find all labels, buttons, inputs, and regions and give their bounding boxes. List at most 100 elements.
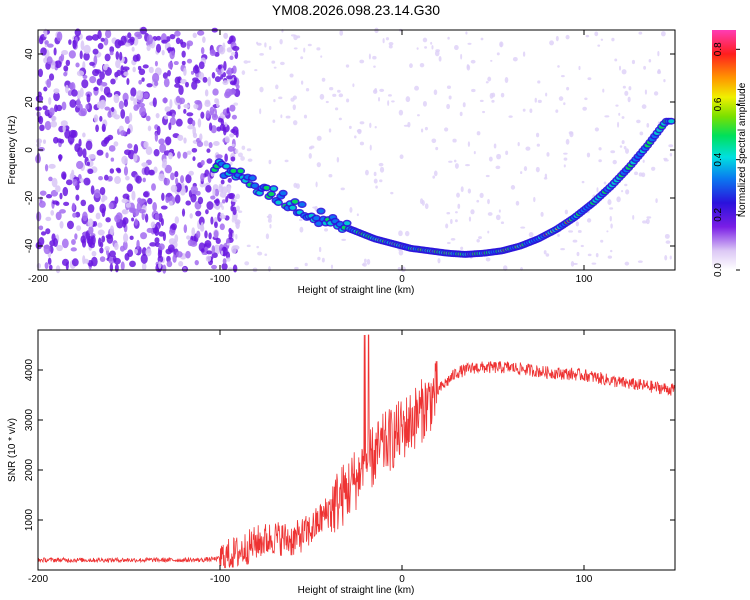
heatmap-noise-cell bbox=[445, 223, 449, 229]
heatmap-noise-cell bbox=[490, 59, 493, 62]
heatmap-noise-cell bbox=[93, 221, 98, 227]
heatmap-noise-cell bbox=[359, 121, 365, 125]
heatmap-noise-cell bbox=[136, 239, 140, 250]
heatmap-noise-cell bbox=[375, 185, 378, 189]
heatmap-noise-cell bbox=[279, 61, 285, 66]
snr-frame bbox=[37, 329, 676, 571]
heatmap-noise-cell bbox=[158, 173, 165, 182]
heatmap-noise-cell bbox=[39, 190, 47, 196]
heatmap-noise-cell bbox=[657, 50, 660, 57]
heatmap-noise-cell bbox=[206, 250, 213, 255]
heatmap-noise-cell bbox=[79, 178, 85, 183]
heatmap-noise-cell bbox=[214, 198, 220, 207]
heatmap-noise-cell bbox=[625, 189, 630, 195]
heatmap-noise-cell bbox=[607, 255, 613, 259]
heatmap-noise-cell bbox=[36, 262, 42, 269]
heatmap-noise-cell bbox=[141, 77, 145, 82]
heatmap-noise-cell bbox=[557, 233, 560, 237]
heatmap-noise-cell bbox=[273, 99, 276, 103]
heatmap-noise-cell bbox=[457, 203, 461, 209]
heatmap-noise-cell bbox=[44, 262, 49, 270]
heatmap-noise-cell bbox=[476, 199, 480, 203]
heatmap-noise-cell bbox=[202, 36, 206, 44]
heatmap-noise-cell bbox=[82, 211, 88, 222]
heatmap-ridge-core bbox=[263, 185, 270, 190]
heatmap-noise-cell bbox=[621, 116, 625, 119]
heatmap-noise-cell bbox=[214, 221, 218, 229]
heatmap-noise-cell bbox=[495, 214, 501, 221]
heatmap-noise-cell bbox=[211, 252, 218, 259]
heatmap-noise-cell bbox=[39, 124, 45, 132]
heatmap-noise-cell bbox=[234, 195, 237, 200]
snr-ytick-label: 3000 bbox=[24, 408, 35, 431]
heatmap-noise-cell bbox=[59, 138, 65, 144]
heatmap-noise-cell bbox=[634, 171, 638, 176]
heatmap-noise-cell bbox=[67, 90, 73, 97]
heatmap-noise-cell bbox=[204, 230, 208, 239]
heatmap-noise-cell bbox=[329, 87, 334, 91]
heatmap-noise-cell bbox=[113, 93, 120, 104]
heatmap-noise-cell bbox=[40, 231, 47, 236]
heatmap-noise-cell bbox=[646, 216, 652, 219]
heatmap-noise-cell bbox=[74, 143, 81, 153]
heatmap-noise-cell bbox=[493, 143, 497, 149]
heatmap-noise-cell bbox=[115, 59, 121, 69]
heatmap-noise-cell bbox=[448, 95, 452, 100]
heatmap-noise-cell bbox=[241, 145, 246, 150]
heatmap-noise-cell bbox=[74, 233, 78, 240]
colorbar-label: Normalized spectral amplitude bbox=[737, 82, 748, 217]
heatmap-noise-cell bbox=[305, 87, 310, 92]
heatmap-noise-cell bbox=[110, 157, 115, 162]
heatmap-noise-cell bbox=[199, 133, 203, 141]
heatmap-noise-cell bbox=[156, 125, 161, 136]
heatmap-noise-cell bbox=[164, 115, 169, 120]
heatmap-noise-cell bbox=[373, 171, 377, 177]
heatmap-noise-cell bbox=[669, 255, 672, 260]
heatmap-noise-cell bbox=[185, 250, 191, 259]
heatmap-noise-cell bbox=[113, 114, 121, 120]
heatmap-noise-cell bbox=[230, 51, 236, 56]
heatmap-noise-cell bbox=[56, 104, 63, 112]
heatmap-noise-cell bbox=[80, 199, 87, 207]
heatmap-noise-cell bbox=[224, 136, 230, 143]
heatmap-noise-cell bbox=[669, 152, 673, 157]
heatmap-noise-cell bbox=[194, 79, 201, 84]
heatmap-noise-cell bbox=[290, 97, 295, 102]
heatmap-noise-cell bbox=[520, 171, 523, 175]
heatmap-noise-cell bbox=[585, 34, 590, 38]
heatmap-noise-cell bbox=[158, 138, 165, 145]
heatmap-noise-cell bbox=[88, 154, 96, 159]
heatmap-noise-cell bbox=[113, 257, 121, 265]
heatmap-noise-cell bbox=[93, 55, 98, 66]
heatmap-noise-cell bbox=[82, 132, 86, 138]
heatmap-noise-cell bbox=[200, 222, 204, 231]
heatmap-noise-cell bbox=[580, 244, 584, 248]
heatmap-noise-cell bbox=[293, 34, 298, 41]
heatmap-noise-cell bbox=[219, 123, 226, 132]
heatmap-noise-cell bbox=[609, 249, 613, 253]
heatmap-noise-cell bbox=[226, 184, 232, 191]
heatmap-noise-cell bbox=[99, 115, 103, 122]
heatmap-ridge-core bbox=[289, 205, 296, 210]
heatmap-noise-cell bbox=[71, 89, 78, 97]
heatmap-noise-cell bbox=[627, 96, 631, 103]
heatmap-noise-cell bbox=[663, 79, 666, 83]
heatmap-noise-cell bbox=[78, 110, 86, 117]
heatmap-noise-cell bbox=[165, 136, 172, 146]
heatmap-noise-cell bbox=[346, 98, 350, 103]
heatmap-noise-cell bbox=[498, 209, 501, 213]
heatmap-noise-cell bbox=[94, 69, 102, 74]
heatmap-noise-cell bbox=[109, 225, 115, 236]
heatmap-noise-cell bbox=[230, 199, 236, 202]
heatmap-noise-cell bbox=[80, 235, 86, 244]
snr-ytick-label: 4000 bbox=[24, 358, 35, 381]
heatmap-noise-cell bbox=[247, 158, 253, 162]
heatmap-noise-cell bbox=[46, 56, 53, 65]
heatmap-noise-cell bbox=[183, 103, 190, 109]
heatmap-noise-cell bbox=[48, 97, 52, 106]
heatmap-noise-cell bbox=[610, 150, 616, 154]
heatmap-noise-cell bbox=[48, 264, 53, 270]
heatmap-noise-cell bbox=[238, 210, 243, 213]
heatmap-noise-cell bbox=[419, 62, 425, 68]
heatmap-noise-cell bbox=[123, 166, 129, 176]
